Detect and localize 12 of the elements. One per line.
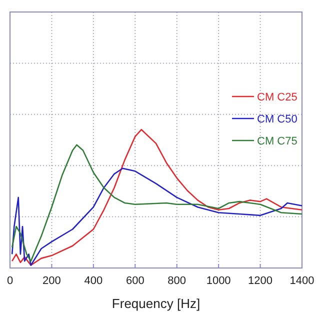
x-axis-title: Frequency [Hz]	[112, 296, 200, 311]
x-tick-label: 1400	[290, 275, 314, 287]
x-tick-label: 200	[42, 275, 61, 287]
x-tick-label: 800	[168, 275, 186, 287]
x-tick-label: 0	[6, 275, 14, 287]
legend-label: CM C50	[257, 113, 298, 126]
legend-label: CM C75	[257, 135, 298, 148]
x-tick-label: 600	[126, 275, 144, 287]
x-tick-label: 400	[84, 275, 103, 287]
legend-label: CM C25	[257, 91, 298, 104]
x-tick-label: 1200	[248, 275, 273, 287]
x-tick-label: 1000	[206, 275, 231, 287]
